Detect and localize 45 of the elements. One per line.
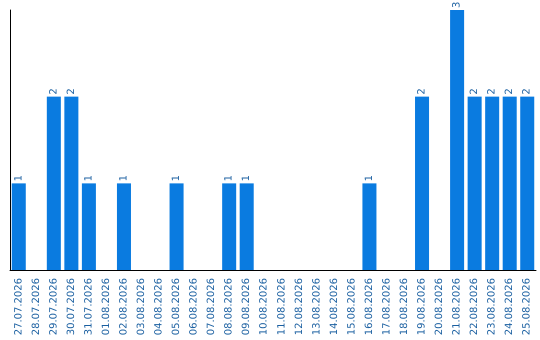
data-label: 2 <box>469 88 480 95</box>
x-tick-label: 29.07.2026 <box>48 278 60 336</box>
x-tick-label: 06.08.2026 <box>188 278 200 336</box>
x-tick-label: 22.08.2026 <box>469 278 480 336</box>
x-tick-label: 04.08.2026 <box>154 278 165 336</box>
x-tick-label: 13.08.2026 <box>311 278 322 336</box>
x-tick-label: 19.08.2026 <box>416 278 428 336</box>
x-tick-label: 28.07.2026 <box>30 278 42 336</box>
x-tick-label: 11.08.2026 <box>276 278 288 336</box>
x-tick-label: 14.08.2026 <box>328 278 340 336</box>
data-label: 1 <box>241 174 252 182</box>
x-tick-label: 08.08.2026 <box>224 278 235 336</box>
x-tick-label: 21.08.2026 <box>452 278 463 336</box>
x-tick-label: 23.08.2026 <box>486 278 498 336</box>
x-tick-label: 18.08.2026 <box>399 278 410 336</box>
x-tick-label: 15.08.2026 <box>346 278 358 336</box>
data-label: 2 <box>48 88 60 95</box>
x-tick-label: 10.08.2026 <box>258 278 270 336</box>
data-label: 2 <box>486 88 498 95</box>
data-label: 1 <box>13 174 24 182</box>
x-tick-label: 25.08.2026 <box>522 278 533 336</box>
x-tick-label: 27.07.2026 <box>13 278 24 336</box>
x-tick-label: 12.08.2026 <box>294 278 305 336</box>
x-tick-label: 02.08.2026 <box>118 278 130 336</box>
x-tick-label: 30.07.2026 <box>66 278 77 336</box>
x-tick-label: 17.08.2026 <box>381 278 392 336</box>
data-label: 1 <box>364 174 375 182</box>
x-tick-label: 05.08.2026 <box>171 278 182 336</box>
data-label: 1 <box>224 174 235 182</box>
data-label: 1 <box>118 174 130 182</box>
data-label: 2 <box>66 88 77 95</box>
x-tick-label: 20.08.2026 <box>434 278 446 336</box>
data-label: 1 <box>171 174 182 182</box>
x-tick-label: 31.07.2026 <box>83 278 94 336</box>
data-label: 2 <box>522 88 533 95</box>
data-label: 2 <box>504 88 516 95</box>
x-tick-label: 03.08.2026 <box>136 278 147 336</box>
x-tick-label: 01.08.2026 <box>100 278 112 336</box>
x-tick-label: 24.08.2026 <box>504 278 516 336</box>
data-label: 2 <box>416 88 428 95</box>
x-tick-label: 09.08.2026 <box>241 278 252 336</box>
data-label: 3 <box>452 2 463 8</box>
x-tick-label: 07.08.2026 <box>206 278 218 336</box>
data-label: 1 <box>83 174 94 182</box>
x-tick-label: 16.08.2026 <box>364 278 375 336</box>
